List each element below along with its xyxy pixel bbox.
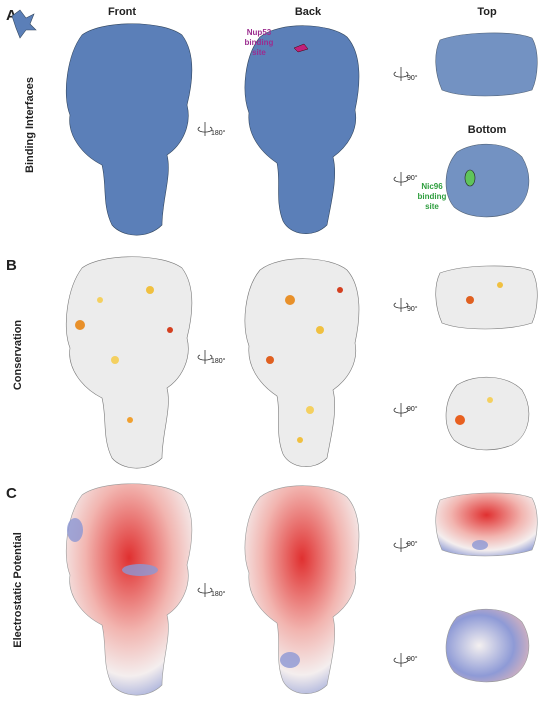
rotation-label: 180° bbox=[211, 590, 226, 598]
rotation-label: 90° bbox=[407, 405, 418, 413]
annotation: Nic96 bbox=[421, 182, 443, 191]
annotation: binding bbox=[418, 192, 447, 201]
annotation: site bbox=[425, 202, 439, 211]
rotation-label: 90° bbox=[407, 74, 418, 82]
column-header: Front bbox=[108, 6, 136, 18]
view-heading: Bottom bbox=[468, 124, 507, 136]
rotation-label: 90° bbox=[407, 174, 418, 182]
row-label: Binding Interfaces bbox=[24, 77, 36, 173]
annotation: binding bbox=[245, 38, 274, 47]
panel-letter: B bbox=[6, 257, 17, 274]
annotation: Nup53 bbox=[247, 28, 272, 37]
column-header: Back bbox=[295, 6, 322, 18]
rotation-label: 180° bbox=[211, 129, 226, 137]
panel-letter: C bbox=[6, 485, 17, 502]
panel-letter: A bbox=[6, 7, 17, 24]
rotation-label: 180° bbox=[211, 357, 226, 365]
rotation-label: 90° bbox=[407, 305, 418, 313]
row-label: Conservation bbox=[12, 320, 24, 391]
row-label: Electrostatic Potential bbox=[12, 532, 24, 648]
column-header: Top bbox=[477, 6, 497, 18]
annotation: site bbox=[252, 48, 266, 57]
rotation-label: 90° bbox=[407, 540, 418, 548]
rotation-label: 90° bbox=[407, 655, 418, 663]
